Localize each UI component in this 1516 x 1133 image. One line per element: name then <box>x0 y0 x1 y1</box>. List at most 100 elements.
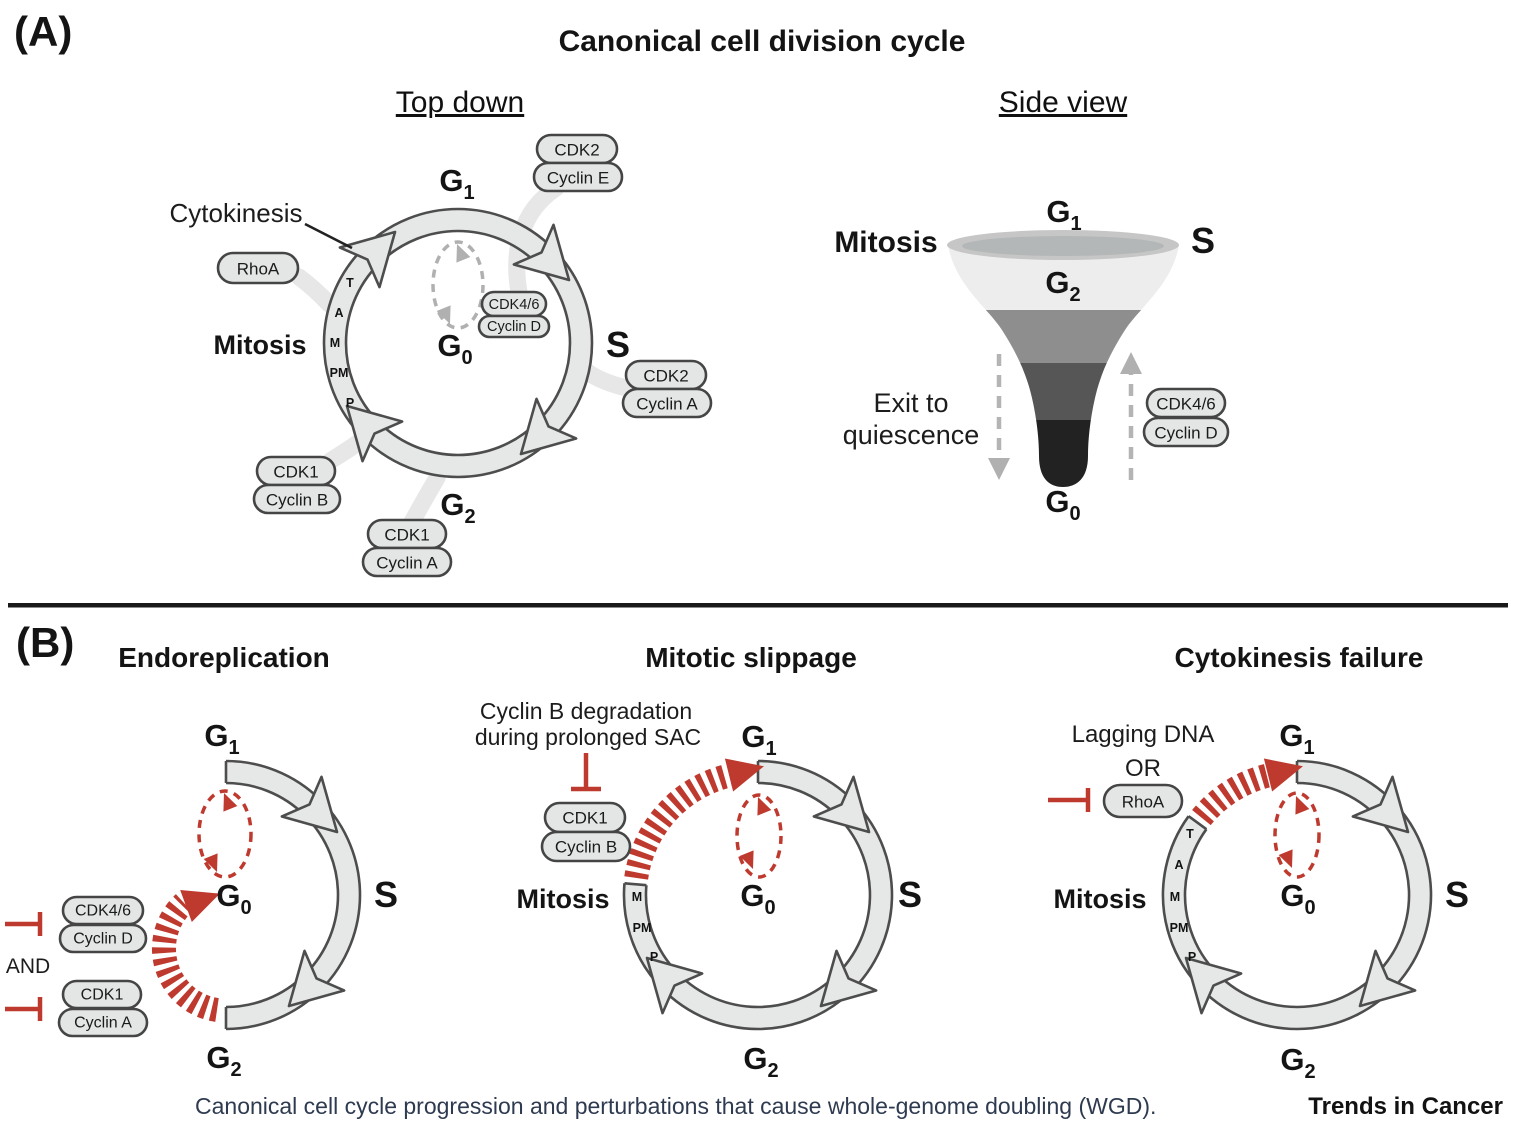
endoreplication-diagram: Endoreplication G1 S G2 G0 AND CDK4/6 Cy… <box>5 642 398 1081</box>
panel-a-label: (A) <box>14 8 72 55</box>
exit-label-line2: quiescence <box>843 420 980 450</box>
pill-rhoa-text: RhoA <box>237 260 280 279</box>
exit-label-line1: Exit to <box>873 388 948 418</box>
pill-cdk2-cyclina: CDK2 Cyclin A <box>621 359 713 419</box>
pill-cycline-text: Cyclin E <box>547 169 609 188</box>
phase-label-g1: G1 <box>439 163 474 204</box>
cyto-pill-rhoa <box>1102 783 1184 819</box>
endo-pill-cdk1-cyclina: CDK1 Cyclin A <box>57 979 149 1038</box>
endo-inhibition-2 <box>5 997 43 1021</box>
endo-pill-cdk46-text: CDK4/6 <box>75 903 131 920</box>
pill-cyclind-text: Cyclin D <box>487 319 541 335</box>
side-view-diagram: Mitosis G1 S G2 G0 Exit to quiescence CD… <box>834 194 1230 525</box>
connector-rhoa <box>290 268 338 313</box>
cytokinesis-failure-title: Cytokinesis failure <box>1175 642 1424 673</box>
cyto-pill-rhoa-text: RhoA <box>1122 793 1165 812</box>
endo-phase-g2: G2 <box>206 1040 241 1081</box>
pill-cyclind <box>477 314 551 339</box>
cyto-subphase-m: M <box>1170 890 1180 904</box>
cyto-phase-g1: G1 <box>1279 718 1314 759</box>
cyto-subphase-pm: PM <box>1170 921 1189 935</box>
pill-side-cdk46-cyclind: CDK4/6 Cyclin D <box>1142 387 1230 448</box>
slip-annotation-line2: during prolonged SAC <box>475 724 701 750</box>
cyto-annotation-line2: OR <box>1125 755 1161 782</box>
cyto-subphase-t: T <box>1186 827 1194 841</box>
slip-inhibition <box>571 753 601 792</box>
subphase-m: M <box>330 336 340 350</box>
endo-red-hatched-spiral <box>151 894 220 1022</box>
g1-g0-dashed-cycle <box>431 240 485 330</box>
endo-ring-outer <box>225 759 362 1031</box>
pill-side-cyclind-text: Cyclin D <box>1154 424 1217 443</box>
pill-cdk1-cyclinb: CDK1 Cyclin B <box>252 455 342 515</box>
cyto-phase-g0: G0 <box>1280 878 1315 919</box>
cyto-pill-rhoa-group: RhoA <box>1102 783 1184 819</box>
pill-cyclina-g2-text: Cyclin A <box>376 554 438 573</box>
phase-label-s: S <box>606 324 630 365</box>
top-down-cycle-diagram: T A M PM P G1 S G2 G0 Mitosis Cytokinesi… <box>170 133 713 578</box>
pill-cycline <box>532 161 624 193</box>
cyto-g1-g0-dashed-cycle <box>1273 791 1321 879</box>
slip-phase-g2: G2 <box>743 1041 778 1082</box>
subphase-a: A <box>334 306 343 320</box>
slip-g1-g0-dashed-cycle <box>735 793 783 879</box>
slip-ring-cap-m <box>624 882 647 887</box>
endoreplication-title: Endoreplication <box>118 642 330 673</box>
reentry-arrowhead-up <box>1120 352 1142 374</box>
pill-cdk46-text: CDK4/6 <box>489 297 540 313</box>
pill-cyclina-g2 <box>361 546 453 578</box>
pill-cdk1-g2-text: CDK1 <box>384 526 429 545</box>
panel-b-label: (B) <box>16 619 74 666</box>
cyto-down-arrowhead <box>1278 849 1299 871</box>
endo-pill-cdk1-text: CDK1 <box>81 987 124 1004</box>
slip-pill-cyclinb <box>540 830 632 863</box>
connector-cyclina-g2 <box>403 469 446 531</box>
side-view-label: Side view <box>999 86 1128 119</box>
cyto-phase-g2: G2 <box>1280 1042 1315 1083</box>
pill-side-cdk46-text: CDK4/6 <box>1156 395 1216 414</box>
mitotic-slippage-diagram: Mitotic slippage M PM P G1 S G2 G0 Mitos… <box>475 642 922 1082</box>
endo-g1-g0-dashed-cycle <box>197 789 253 879</box>
slip-annotation-line1: Cyclin B degradation <box>480 698 692 724</box>
phase-label-g0: G0 <box>437 328 472 369</box>
pill-cdk1-m-text: CDK1 <box>273 463 318 482</box>
slip-pill-cdk1-cyclinb: CDK1 Cyclin B <box>540 801 632 863</box>
slip-mitosis-label: Mitosis <box>516 884 609 914</box>
slip-phase-g0: G0 <box>740 878 775 919</box>
endo-pill-cdk46-cyclind: CDK4/6 Cyclin D <box>58 895 148 954</box>
slip-pill-cdk1-text: CDK1 <box>562 809 607 828</box>
pill-rhoa <box>216 251 300 285</box>
subphase-t: T <box>346 276 354 290</box>
endo-pill-cyclina-text: Cyclin A <box>74 1015 132 1032</box>
ring-outer-outline <box>322 207 594 479</box>
subphase-p: P <box>346 396 354 410</box>
cytokinesis-label: Cytokinesis <box>170 198 303 228</box>
side-mitosis-label: Mitosis <box>834 226 937 259</box>
slip-red-hatched-arc <box>624 763 734 880</box>
exit-arrowhead-down <box>988 458 1010 480</box>
g0-to-g1-arrowhead <box>450 241 471 263</box>
pill-cdk2-cycline: CDK2 Cyclin E <box>532 133 624 193</box>
cyto-ring-cap-t <box>1187 815 1208 831</box>
endo-phase-g1: G1 <box>204 718 239 759</box>
figure-caption: Canonical cell cycle progression and per… <box>195 1093 1156 1119</box>
cell-cycle-ring <box>324 209 592 477</box>
funnel-rim-inner <box>962 236 1164 256</box>
cytokinesis-pointer-line <box>304 222 353 250</box>
slip-subphase-pm: PM <box>633 921 652 935</box>
endo-ring-arc <box>225 761 360 1029</box>
cyto-subphase-p: P <box>1188 950 1196 964</box>
pill-cdk2-text: CDK2 <box>554 141 599 160</box>
endo-phase-s: S <box>374 874 398 915</box>
funnel-band-1 <box>948 310 1179 363</box>
pill-rhoa-group: RhoA <box>216 251 300 285</box>
endo-and-label: AND <box>6 955 50 978</box>
side-phase-g2: G2 <box>1045 265 1080 306</box>
pill-cdk46-cyclind-inner: CDK4/6 Cyclin D <box>477 290 551 339</box>
pill-cdk2-s-text: CDK2 <box>643 367 688 386</box>
side-phase-g0: G0 <box>1045 484 1080 525</box>
slip-pill-cyclinb-text: Cyclin B <box>555 838 617 857</box>
endo-phase-g0: G0 <box>216 878 251 919</box>
